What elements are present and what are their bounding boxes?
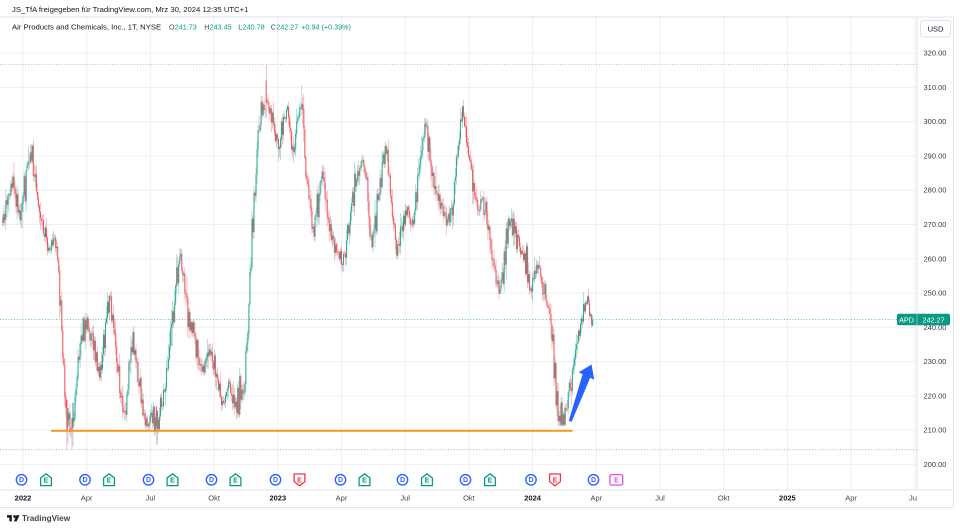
svg-text:D: D bbox=[273, 477, 278, 484]
svg-text:APD: APD bbox=[899, 315, 914, 324]
svg-text:220.00: 220.00 bbox=[924, 391, 947, 400]
svg-text:L: L bbox=[238, 23, 242, 32]
svg-text:E: E bbox=[170, 477, 175, 484]
svg-text:D: D bbox=[591, 477, 596, 484]
svg-text:D: D bbox=[19, 477, 24, 484]
svg-text:200.00: 200.00 bbox=[924, 460, 947, 469]
svg-text:USD: USD bbox=[928, 25, 944, 34]
svg-text:2025: 2025 bbox=[779, 494, 796, 503]
svg-text:320.00: 320.00 bbox=[924, 49, 947, 58]
svg-text:240.78: 240.78 bbox=[243, 23, 265, 32]
svg-text:Okt: Okt bbox=[718, 494, 731, 503]
svg-text:210.00: 210.00 bbox=[924, 426, 947, 435]
svg-text:280.00: 280.00 bbox=[924, 186, 947, 195]
svg-text:D: D bbox=[82, 477, 87, 484]
svg-text:JS_TfA freigegeben für Trading: JS_TfA freigegeben für TradingView.com, … bbox=[12, 5, 248, 14]
svg-text:E: E bbox=[614, 477, 619, 484]
svg-text:C: C bbox=[271, 23, 276, 32]
svg-text:Apr: Apr bbox=[590, 494, 602, 503]
svg-text:E: E bbox=[488, 477, 493, 484]
svg-text:Okt: Okt bbox=[463, 494, 476, 503]
svg-text:E: E bbox=[362, 477, 367, 484]
svg-text:E: E bbox=[425, 477, 430, 484]
svg-text:Air Products and Chemicals, In: Air Products and Chemicals, Inc., 1T, NY… bbox=[12, 23, 161, 32]
svg-text:Jul: Jul bbox=[146, 494, 156, 503]
svg-text:300.00: 300.00 bbox=[924, 117, 947, 126]
svg-text:D: D bbox=[400, 477, 405, 484]
svg-text:260.00: 260.00 bbox=[924, 254, 947, 263]
svg-text:2023: 2023 bbox=[269, 494, 286, 503]
svg-text:310.00: 310.00 bbox=[924, 83, 947, 92]
svg-text:E: E bbox=[233, 477, 238, 484]
svg-text:+0.94 (+0.39%): +0.94 (+0.39%) bbox=[301, 23, 351, 32]
svg-text:Apr: Apr bbox=[81, 494, 93, 503]
svg-text:E: E bbox=[107, 477, 112, 484]
svg-text:D: D bbox=[209, 477, 214, 484]
svg-text:250.00: 250.00 bbox=[924, 289, 947, 298]
svg-text:E: E bbox=[44, 477, 49, 484]
svg-text:2024: 2024 bbox=[524, 494, 542, 503]
svg-text:Okt: Okt bbox=[208, 494, 221, 503]
svg-text:270.00: 270.00 bbox=[924, 220, 947, 229]
svg-text:Apr: Apr bbox=[845, 494, 857, 503]
svg-text:TradingView: TradingView bbox=[22, 514, 71, 523]
svg-text:Jul: Jul bbox=[655, 494, 665, 503]
svg-text:D: D bbox=[463, 477, 468, 484]
svg-text:241.73: 241.73 bbox=[175, 23, 197, 32]
svg-text:240.00: 240.00 bbox=[924, 323, 947, 332]
svg-text:290.00: 290.00 bbox=[924, 152, 947, 161]
svg-text:D: D bbox=[338, 477, 343, 484]
svg-text:H: H bbox=[204, 23, 209, 32]
svg-text:2022: 2022 bbox=[15, 494, 32, 503]
svg-text:Ju: Ju bbox=[909, 494, 917, 503]
svg-text:242.27: 242.27 bbox=[923, 315, 945, 324]
svg-text:230.00: 230.00 bbox=[924, 357, 947, 366]
svg-text:243.45: 243.45 bbox=[210, 23, 232, 32]
svg-text:O: O bbox=[169, 23, 175, 32]
svg-text:D: D bbox=[146, 477, 151, 484]
svg-text:242.27: 242.27 bbox=[276, 23, 298, 32]
svg-text:E: E bbox=[553, 477, 558, 484]
svg-text:Jul: Jul bbox=[400, 494, 410, 503]
svg-text:D: D bbox=[528, 477, 533, 484]
svg-text:Apr: Apr bbox=[336, 494, 348, 503]
svg-text:E: E bbox=[297, 477, 302, 484]
